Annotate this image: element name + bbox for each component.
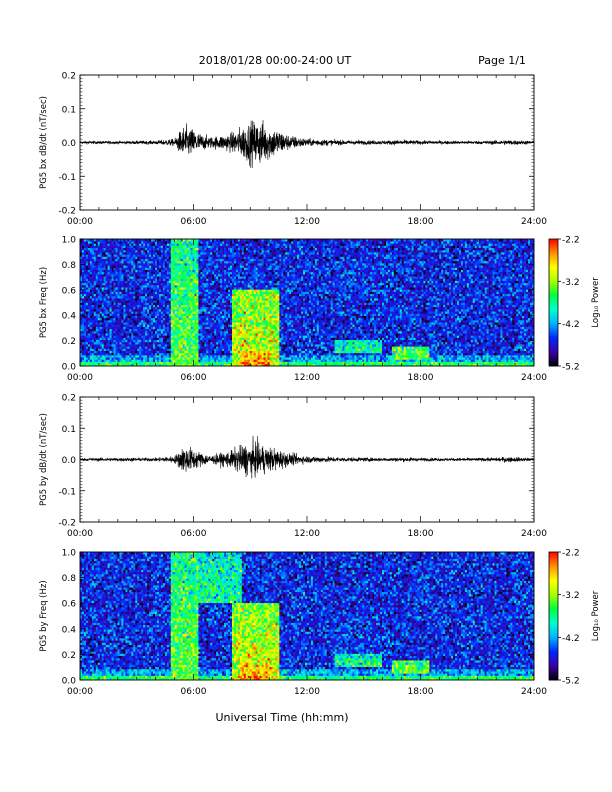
x-tick-label: 24:00 bbox=[521, 687, 547, 697]
y-tick-label: 0.1 bbox=[62, 425, 76, 435]
x-tick-label: 06:00 bbox=[181, 529, 207, 539]
colorbar-tick-label: -2.2 bbox=[562, 236, 580, 246]
y-tick-label: 0.2 bbox=[62, 394, 76, 404]
y-tick-label: 0.8 bbox=[62, 261, 77, 271]
waveform-line bbox=[80, 120, 534, 168]
panel-1: 0.2 0.1 0.0 -0.1 -0.200:00 06:00 12:00 18:00 24:… bbox=[39, 72, 547, 228]
y-tick-label: 0.4 bbox=[62, 625, 77, 635]
y-tick-label: 1.0 bbox=[62, 236, 77, 246]
panels: 0.20.10.0-0.1-0.200:00 06:00 12:00 18:00 24:… bbox=[39, 72, 601, 698]
y-tick-label: -0.1 bbox=[58, 173, 76, 183]
waveform-line bbox=[80, 436, 534, 479]
x-tick-label: 24:00 bbox=[521, 217, 547, 227]
y-tick-label: 0.0 bbox=[62, 363, 77, 373]
colorbar-tick-label: -4.2 bbox=[562, 320, 580, 330]
y-axis-label: PG5 by dB/dt (nT/sec) bbox=[39, 413, 49, 506]
y-tick-label: 0.2 bbox=[62, 72, 76, 82]
y-tick-label: 0.6 bbox=[62, 600, 77, 610]
x-axis-label: Universal Time (hh:mm) bbox=[216, 711, 349, 724]
x-tick-label: 12:00 bbox=[294, 687, 320, 697]
panel-3: 0.2 0.1 0.0 -0.1 -0.200:00 06:00 12:00 18:00 24:… bbox=[39, 394, 547, 540]
spectrogram-cells bbox=[80, 552, 534, 680]
x-tick-label: 18:00 bbox=[408, 687, 434, 697]
panel-2: -2.2 -3.2 -4.2 -5.2 Log₁₀ Power 1.0 0.8 0.6 0.4 0… bbox=[39, 236, 601, 384]
x-tick-label: 18:00 bbox=[408, 217, 434, 227]
colorbar-tick-label: -3.2 bbox=[562, 591, 580, 601]
colorbar: -2.2 -3.2 -4.2 -5.2 Log₁₀ Power bbox=[549, 236, 601, 373]
x-tick-label: 18:00 bbox=[408, 529, 434, 539]
panel-4: -2.2 -3.2 -4.2 -5.2 Log₁₀ Power 1.0 0.8 0.6 0.4 0… bbox=[39, 549, 601, 698]
y-axis-label: PG5 by Freq (Hz) bbox=[39, 580, 49, 651]
x-tick-label: 12:00 bbox=[294, 217, 320, 227]
y-axis-label: PG5 bx Freq (Hz) bbox=[39, 267, 49, 338]
colorbar-tick-label: -5.2 bbox=[562, 363, 580, 373]
x-tick-label: 24:00 bbox=[521, 373, 547, 383]
y-tick-label: -0.1 bbox=[58, 487, 76, 497]
colorbar-label: Log₁₀ Power bbox=[591, 277, 601, 328]
colorbar-tick-label: -2.2 bbox=[562, 549, 580, 559]
y-tick-label: 1.0 bbox=[62, 549, 77, 559]
x-tick-label: 00:00 bbox=[67, 217, 93, 227]
x-tick-label: 18:00 bbox=[408, 373, 434, 383]
y-tick-label: 0.0 bbox=[62, 456, 77, 466]
colorbar-tick-label: -4.2 bbox=[562, 634, 580, 644]
x-tick-label: 06:00 bbox=[181, 217, 207, 227]
spectrogram-cells bbox=[80, 239, 534, 366]
y-tick-label: 0.0 bbox=[62, 677, 77, 687]
colorbar: -2.2 -3.2 -4.2 -5.2 Log₁₀ Power bbox=[549, 549, 601, 687]
y-tick-label: 0.8 bbox=[62, 574, 77, 584]
y-tick-label: 0.4 bbox=[62, 312, 77, 322]
y-tick-label: -0.2 bbox=[58, 519, 76, 529]
x-tick-label: 12:00 bbox=[294, 529, 320, 539]
y-tick-label: 0.2 bbox=[62, 337, 76, 347]
x-tick-label: 00:00 bbox=[67, 373, 93, 383]
page-number: Page 1/1 bbox=[478, 54, 526, 67]
y-axis-label: PG5 bx dB/dt (nT/sec) bbox=[39, 96, 49, 189]
y-tick-label: 0.2 bbox=[62, 651, 76, 661]
x-tick-label: 24:00 bbox=[521, 529, 547, 539]
x-tick-label: 06:00 bbox=[181, 687, 207, 697]
x-tick-label: 06:00 bbox=[181, 373, 207, 383]
y-tick-label: 0.1 bbox=[62, 105, 76, 115]
colorbar-tick-label: -3.2 bbox=[562, 278, 580, 288]
x-tick-label: 12:00 bbox=[294, 373, 320, 383]
x-tick-label: 00:00 bbox=[67, 687, 93, 697]
colorbar-label: Log₁₀ Power bbox=[591, 590, 601, 641]
y-tick-label: 0.0 bbox=[62, 139, 77, 149]
colorbar-tick-label: -5.2 bbox=[562, 677, 580, 687]
y-tick-label: 0.6 bbox=[62, 286, 77, 296]
x-tick-label: 00:00 bbox=[67, 529, 93, 539]
y-tick-label: -0.2 bbox=[58, 207, 76, 217]
page-title: 2018/01/28 00:00-24:00 UT bbox=[199, 54, 352, 67]
